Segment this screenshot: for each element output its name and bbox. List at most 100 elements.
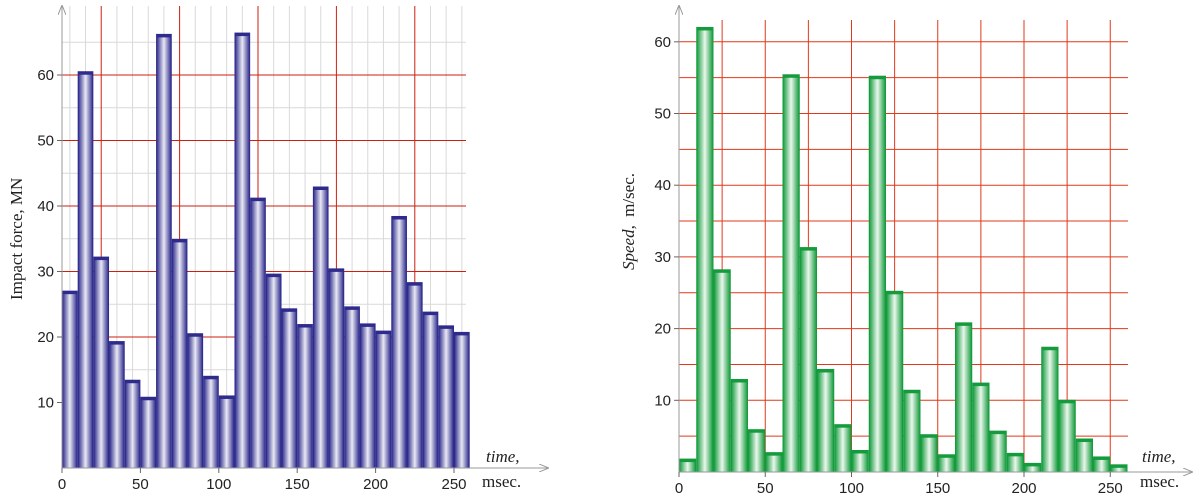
left-bar xyxy=(438,325,455,469)
left-bar-cap xyxy=(360,323,376,327)
left-bar-cap xyxy=(344,306,360,310)
left-bar-cap xyxy=(140,397,156,401)
left-bar xyxy=(281,308,298,469)
right-bar-cap xyxy=(938,454,955,458)
right-y-tick-label: 40 xyxy=(654,177,671,194)
speed-chart: 0 50 100 150 200 250 10 20 30 40 50 60 xyxy=(654,6,1192,497)
right-bar-cap xyxy=(1110,464,1127,468)
left-x-tick-label: 0 xyxy=(58,476,66,493)
right-bar xyxy=(920,434,938,473)
left-bar-cap xyxy=(266,274,282,278)
right-bar-cap xyxy=(1041,347,1058,351)
left-y-tick-label: 40 xyxy=(37,198,54,215)
left-bar xyxy=(375,330,392,469)
right-x-tick-label: 0 xyxy=(675,480,683,497)
right-x-tick-label: 50 xyxy=(757,480,774,497)
right-y-axis-label-unit: m/sec. xyxy=(619,173,638,217)
right-bar-cap xyxy=(679,459,696,463)
left-bar-cap xyxy=(454,332,470,336)
left-x-tick-label: 50 xyxy=(132,476,149,493)
right-bar xyxy=(748,429,766,473)
right-bar xyxy=(834,424,852,473)
right-y-axis-label-speed: Speed, xyxy=(619,225,638,270)
left-y-tick-label: 30 xyxy=(37,264,54,281)
left-bar xyxy=(77,71,94,469)
right-bar-cap xyxy=(886,291,903,295)
left-bar-cap xyxy=(187,333,203,337)
left-bar xyxy=(312,186,329,469)
right-bar-cap xyxy=(748,429,765,433)
right-bar xyxy=(972,382,990,473)
right-bar-cap xyxy=(990,431,1007,435)
left-bar-cap xyxy=(78,71,93,75)
left-bar-cap xyxy=(438,325,454,329)
left-bar-cap xyxy=(109,341,125,345)
left-x-axis-label-unit: msec. xyxy=(482,472,521,491)
left-bar-cap xyxy=(125,380,140,384)
left-y-axis-label: Impact force, MN xyxy=(7,178,26,300)
left-bar xyxy=(62,290,78,469)
right-x-axis-label-time: time, xyxy=(1142,447,1176,466)
left-bar xyxy=(328,268,345,469)
left-bar-cap xyxy=(250,198,266,202)
left-bar-cap xyxy=(329,268,344,272)
left-bar xyxy=(359,323,376,469)
right-bar xyxy=(817,368,835,473)
right-bar xyxy=(713,269,731,473)
right-y-tick-label: 30 xyxy=(654,249,671,266)
right-bar-cap xyxy=(714,269,731,273)
left-bar-cap xyxy=(234,33,250,37)
right-x-tick-label: 200 xyxy=(1011,480,1036,497)
right-bar-cap xyxy=(869,76,886,80)
left-bar-cap xyxy=(172,239,187,243)
left-bar xyxy=(265,273,282,469)
left-x-tick-label: 150 xyxy=(285,476,310,493)
right-y-axis-label: Speed, m/sec. xyxy=(619,173,638,270)
right-bar-cap xyxy=(972,383,989,387)
left-bar-cap xyxy=(219,395,234,399)
left-bar-cap xyxy=(423,312,438,316)
left-bar-cap xyxy=(62,291,78,295)
left-bar xyxy=(187,333,204,469)
left-bar xyxy=(454,331,470,469)
right-bar xyxy=(696,26,714,473)
left-bar xyxy=(250,197,266,469)
right-bar-cap xyxy=(800,247,817,251)
right-bar xyxy=(868,75,886,473)
right-y-tick-label: 20 xyxy=(654,321,671,338)
left-bar-cap xyxy=(407,282,423,286)
left-bar-cap xyxy=(282,308,297,312)
right-bar-cap xyxy=(1059,400,1076,404)
left-bar xyxy=(234,32,251,469)
left-bar-cap xyxy=(156,34,172,38)
left-y-tick-label: 20 xyxy=(37,329,54,346)
left-x-tick-label: 250 xyxy=(441,476,466,493)
left-bar-cap xyxy=(376,331,391,335)
left-bar xyxy=(218,395,235,469)
right-x-tick-label: 100 xyxy=(839,480,864,497)
right-bar xyxy=(851,449,869,473)
left-bar xyxy=(406,282,423,469)
right-bar xyxy=(1075,438,1093,473)
left-bar-cap xyxy=(297,324,313,328)
right-bar-cap xyxy=(852,450,869,454)
left-y-tick-label: 10 xyxy=(37,395,54,412)
left-bar xyxy=(391,215,407,469)
right-bar xyxy=(903,389,921,473)
right-bar-cap xyxy=(1024,463,1041,467)
left-bar xyxy=(297,324,313,469)
right-bar-cap xyxy=(765,452,782,456)
right-bar xyxy=(799,247,817,473)
left-bar xyxy=(93,256,110,469)
right-bar-cap xyxy=(903,390,920,394)
right-x-axis-label-unit: msec. xyxy=(1140,472,1179,491)
right-x-tick-label: 250 xyxy=(1098,480,1123,497)
left-bar-cap xyxy=(203,376,219,380)
right-bar xyxy=(782,74,800,473)
right-y-tick-label: 60 xyxy=(654,34,671,51)
left-bar-cap xyxy=(391,216,407,220)
right-bar xyxy=(1041,346,1059,473)
right-bar-cap xyxy=(783,74,800,78)
left-bar-cap xyxy=(313,187,329,191)
